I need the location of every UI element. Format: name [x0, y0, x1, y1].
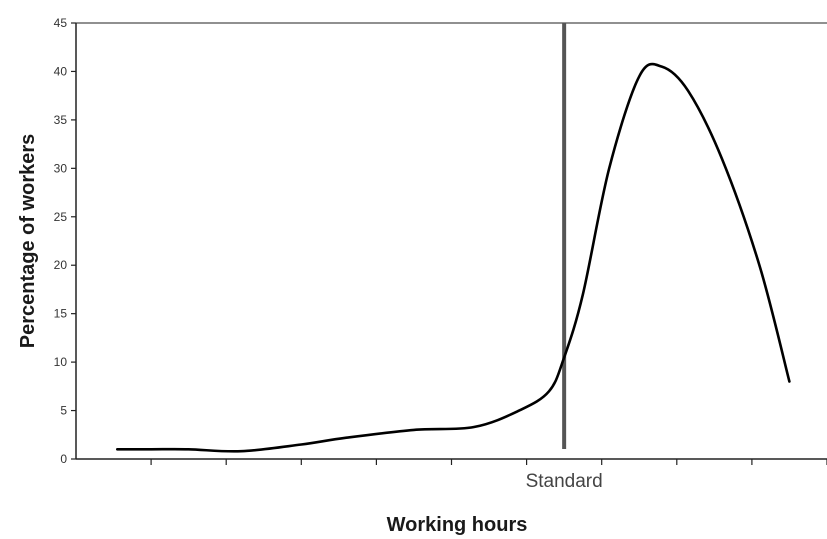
y-tick-label: 15	[54, 307, 68, 321]
y-tick-label: 5	[60, 404, 67, 418]
y-tick-label: 40	[54, 64, 68, 78]
series-line	[116, 62, 791, 453]
y-tick-label: 30	[54, 161, 68, 175]
y-tick-label: 0	[60, 452, 67, 466]
x-axis-title: Working hours	[387, 514, 528, 536]
y-tick-label: 35	[54, 113, 68, 127]
y-tick-label: 20	[54, 258, 68, 272]
y-tick-label: 10	[54, 355, 68, 369]
y-axis-title: Percentage of workers	[17, 134, 39, 349]
x-axis-ticks	[150, 459, 827, 465]
y-tick-label: 25	[54, 210, 68, 224]
y-axis-ticks: 0 5 10 15 20 25 30 35 40 45	[54, 16, 76, 466]
standard-label: Standard	[526, 471, 603, 492]
y-tick-label: 45	[54, 16, 68, 30]
